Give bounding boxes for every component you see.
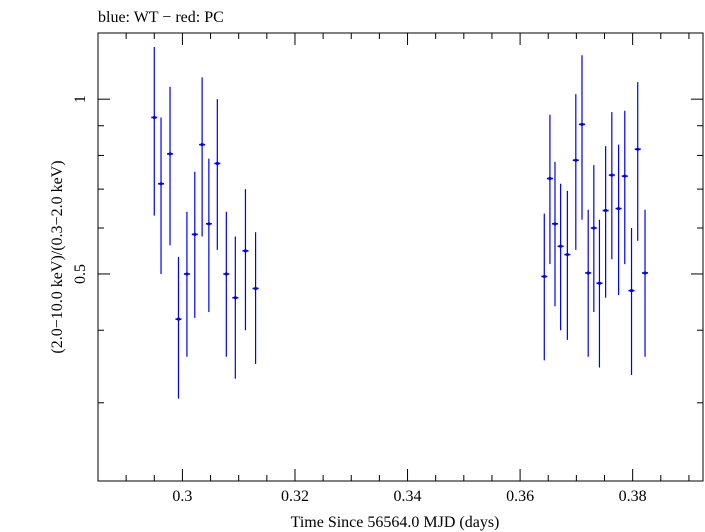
- data-point: [642, 209, 649, 357]
- point-marker: [253, 286, 258, 291]
- point-marker: [629, 289, 634, 293]
- x-tick-label: 0.36: [506, 488, 534, 505]
- y-tick-label: 1: [72, 95, 89, 103]
- point-marker: [200, 143, 204, 147]
- data-point: [151, 46, 158, 216]
- x-tick-label: 0.32: [281, 488, 309, 505]
- point-marker: [580, 122, 584, 126]
- plot-frame: [97, 32, 704, 482]
- y-tick-label: 0.5: [72, 264, 89, 284]
- data-points: [151, 46, 649, 399]
- point-marker: [586, 271, 590, 275]
- point-marker: [193, 232, 197, 236]
- point-marker: [185, 272, 189, 276]
- data-point: [183, 211, 190, 357]
- point-marker: [542, 274, 546, 279]
- data-point: [602, 146, 609, 298]
- point-marker: [553, 222, 557, 226]
- chart-title: blue: WT − red: PC: [98, 9, 224, 26]
- point-marker: [168, 152, 172, 156]
- data-point: [199, 77, 206, 237]
- point-marker: [643, 271, 647, 275]
- point-marker: [159, 182, 163, 186]
- point-marker: [565, 252, 569, 257]
- point-marker: [224, 272, 228, 276]
- point-marker: [623, 174, 627, 178]
- point-marker: [597, 281, 602, 285]
- data-point: [557, 183, 564, 331]
- point-marker: [233, 296, 237, 300]
- data-point: [175, 256, 182, 399]
- point-marker: [215, 161, 219, 166]
- y-axis-label: (2.0−10.0 keV)/(0.3−2.0 keV): [49, 160, 66, 353]
- x-tick-label: 0.3: [172, 488, 192, 505]
- data-point: [242, 189, 249, 331]
- point-marker: [574, 158, 578, 162]
- data-point: [541, 213, 548, 361]
- data-point: [572, 94, 579, 250]
- point-marker: [604, 208, 608, 213]
- data-point: [205, 158, 212, 312]
- point-marker: [207, 222, 211, 226]
- point-marker: [548, 176, 552, 181]
- data-point: [621, 110, 628, 265]
- data-point: [564, 190, 571, 340]
- point-marker: [152, 115, 156, 120]
- point-marker: [559, 244, 563, 248]
- data-point: [590, 165, 597, 312]
- data-point: [615, 144, 622, 295]
- point-marker: [616, 206, 621, 211]
- data-point: [546, 114, 553, 265]
- data-point: [628, 227, 635, 375]
- data-point: [585, 209, 592, 357]
- point-marker: [176, 317, 181, 321]
- point-marker: [636, 147, 640, 151]
- data-point: [191, 171, 198, 318]
- x-tick-label: 0.38: [619, 488, 647, 505]
- axis-ticks: 0.3 0.32 0.34 0.36 0.38 0.5 1: [72, 33, 703, 505]
- data-point: [634, 82, 641, 241]
- point-marker: [610, 173, 614, 177]
- x-axis-label: Time Since 56564.0 MJD (days): [291, 514, 500, 531]
- data-point: [596, 219, 603, 368]
- point-marker: [243, 249, 248, 253]
- data-point: [223, 211, 230, 357]
- plot-area: [97, 32, 704, 482]
- data-point: [608, 112, 615, 260]
- data-point: [551, 161, 558, 307]
- data-point: [252, 232, 259, 364]
- x-tick-label: 0.34: [394, 488, 422, 505]
- point-marker: [592, 226, 596, 230]
- data-point: [579, 55, 585, 220]
- data-point: [167, 86, 174, 246]
- data-point: [158, 117, 165, 274]
- data-point: [232, 236, 239, 379]
- data-point: [214, 99, 221, 250]
